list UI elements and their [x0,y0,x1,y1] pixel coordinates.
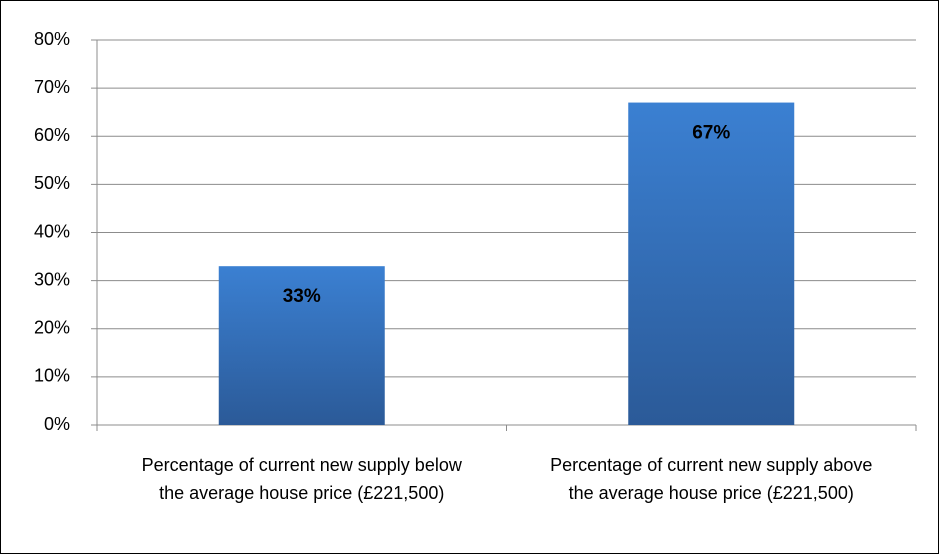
bar [218,266,385,425]
x-tick-label: Percentage of current new supply below t… [141,455,462,503]
y-tick-label: 60% [34,125,70,145]
y-tick-label: 50% [34,173,70,193]
bar [628,102,795,425]
y-tick-label: 10% [34,366,70,386]
value-label: 33% [283,286,321,307]
y-tick-label: 70% [34,77,70,97]
value-label: 67% [692,123,730,144]
y-tick-label: 30% [34,269,70,289]
y-tick-label: 0% [44,414,70,434]
y-tick-label: 20% [34,318,70,338]
x-tick-label: Percentage of current new supply above t… [550,455,873,503]
y-tick-label: 40% [34,221,70,241]
y-tick-label: 80% [34,29,70,49]
